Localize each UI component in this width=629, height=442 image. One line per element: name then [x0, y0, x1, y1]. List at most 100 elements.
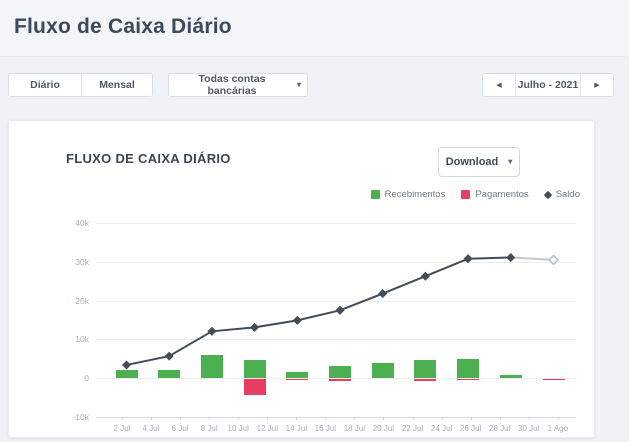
- legend-label: Pagamentos: [475, 189, 529, 200]
- download-button[interactable]: Download ▾: [438, 147, 520, 177]
- y-axis-label: 0: [84, 373, 89, 384]
- monthly-tab[interactable]: Mensal: [81, 74, 152, 96]
- recebimentos-bar: [371, 363, 394, 379]
- x-axis-tick: [151, 417, 152, 420]
- chevron-down-icon: ▾: [508, 157, 513, 166]
- saldo-diamond-icon: [543, 190, 552, 199]
- recebimentos-bar: [200, 354, 223, 379]
- saldo-point: [292, 315, 302, 325]
- chevron-down-icon: ▾: [296, 80, 301, 89]
- recebimentos-bar: [329, 366, 351, 379]
- legend-label: Recebimentos: [384, 189, 446, 200]
- gridline: [96, 300, 576, 302]
- next-period-button[interactable]: ▶: [581, 74, 613, 96]
- legend-item-pagamentos[interactable]: Pagamentos: [461, 189, 529, 200]
- y-axis-label: 10k: [75, 334, 89, 345]
- page-title: Fluxo de Caixa Diário: [14, 15, 232, 38]
- x-axis-tick: [354, 417, 356, 420]
- gridline: [96, 378, 576, 380]
- saldo-point: [506, 252, 516, 263]
- period-label: Julho - 2021: [515, 74, 581, 96]
- x-axis-tick: [441, 417, 443, 420]
- x-axis-label: 8 Jul: [200, 424, 218, 433]
- x-axis-label: 20 Jul: [372, 424, 395, 433]
- x-axis-tick: [383, 417, 385, 420]
- x-axis-tick: [180, 417, 182, 420]
- saldo-point: [420, 271, 430, 281]
- saldo-point: [463, 254, 473, 264]
- saldo-point: [335, 305, 345, 315]
- x-axis-tick: [499, 417, 501, 420]
- chevron-left-icon: ◀: [496, 82, 502, 89]
- x-axis-label: 24 Jul: [430, 424, 453, 433]
- pagamentos-bar: [542, 379, 565, 381]
- saldo-point: [207, 326, 217, 336]
- x-axis-label: 10 Jul: [227, 424, 249, 433]
- view-toggle: Diário Mensal: [8, 73, 153, 97]
- y-axis-label: 40k: [75, 218, 89, 228]
- cashflow-card: FLUXO DE CAIXA DIÁRIO Download ▾ Recebim…: [8, 120, 595, 438]
- pagamentos-bar: [329, 379, 351, 381]
- pagamentos-bar: [414, 379, 437, 381]
- x-axis-tick: [470, 417, 472, 420]
- recebimentos-bar: [286, 371, 309, 379]
- page-header: Fluxo de Caixa Diário: [0, 0, 629, 57]
- accounts-filter-label: Todas contas bancárias: [198, 73, 266, 97]
- chevron-right-icon: ▶: [594, 82, 600, 89]
- x-axis-label: 6 Jul: [171, 424, 189, 433]
- saldo-point: [121, 360, 132, 370]
- legend-item-saldo[interactable]: Saldo: [543, 189, 580, 200]
- prev-period-button[interactable]: ◀: [483, 74, 515, 96]
- x-axis-label: 22 Jul: [401, 424, 424, 433]
- x-axis-tick: [296, 417, 298, 420]
- recebimentos-swatch-icon: [370, 190, 380, 199]
- legend-label: Saldo: [555, 189, 580, 200]
- x-axis-label: 1 Ago: [547, 424, 569, 433]
- gridline: [96, 339, 576, 341]
- card-title: FLUXO DE CAIXA DIÁRIO: [66, 151, 231, 166]
- gridline: [96, 417, 576, 418]
- legend-item-recebimentos[interactable]: Recebimentos: [370, 189, 446, 200]
- pagamentos-bar: [243, 379, 266, 396]
- y-axis-label: -10k: [72, 412, 89, 422]
- x-axis-tick: [325, 417, 327, 420]
- x-axis-label: 18 Jul: [343, 424, 366, 433]
- x-axis-label: 26 Jul: [459, 424, 482, 433]
- download-label: Download: [445, 156, 499, 168]
- accounts-filter-dropdown[interactable]: Todas contas bancárias ▾: [168, 73, 308, 97]
- x-axis-tick: [528, 417, 530, 420]
- recebimentos-bar: [499, 375, 522, 379]
- saldo-line: [121, 252, 560, 370]
- x-axis-tick: [557, 417, 559, 420]
- saldo-point: [250, 322, 260, 332]
- x-axis-tick: [412, 417, 414, 420]
- x-axis-label: 12 Jul: [256, 424, 278, 433]
- chart-plot: 40k 30k 20k 10k 0 -10k 2 Jul 4 Jul 6 Jul 8 Jul 10 …: [72, 218, 576, 433]
- recebimentos-bar: [115, 369, 138, 379]
- chart-legend: Recebimentos Pagamentos Saldo: [370, 189, 580, 200]
- pagamentos-swatch-icon: [461, 190, 471, 199]
- x-axis-tick: [209, 417, 211, 420]
- x-axis-label: 4 Jul: [142, 424, 160, 433]
- saldo-point: [547, 254, 560, 266]
- x-axis-label: 2 Jul: [113, 424, 131, 433]
- y-axis-label: 30k: [75, 256, 89, 267]
- x-axis-label: 30 Jul: [518, 424, 540, 433]
- x-axis-label: 14 Jul: [285, 424, 307, 433]
- pagamentos-bar: [286, 379, 309, 381]
- x-axis-tick: [267, 417, 269, 420]
- x-axis-tick: [122, 417, 123, 420]
- recebimentos-bar: [457, 358, 480, 379]
- saldo-point: [378, 289, 388, 299]
- y-axis-label: 20k: [75, 295, 89, 306]
- gridline: [96, 223, 576, 224]
- gridline: [96, 261, 576, 263]
- recebimentos-bar: [158, 370, 181, 379]
- x-axis-label: 28 Jul: [489, 424, 511, 433]
- period-navigator: ◀ Julho - 2021 ▶: [482, 73, 614, 97]
- x-axis-tick: [238, 417, 240, 420]
- recebimentos-bar: [414, 359, 437, 379]
- saldo-point: [164, 351, 174, 361]
- daily-tab[interactable]: Diário: [9, 74, 81, 96]
- x-axis-label: 16 Jul: [314, 424, 336, 433]
